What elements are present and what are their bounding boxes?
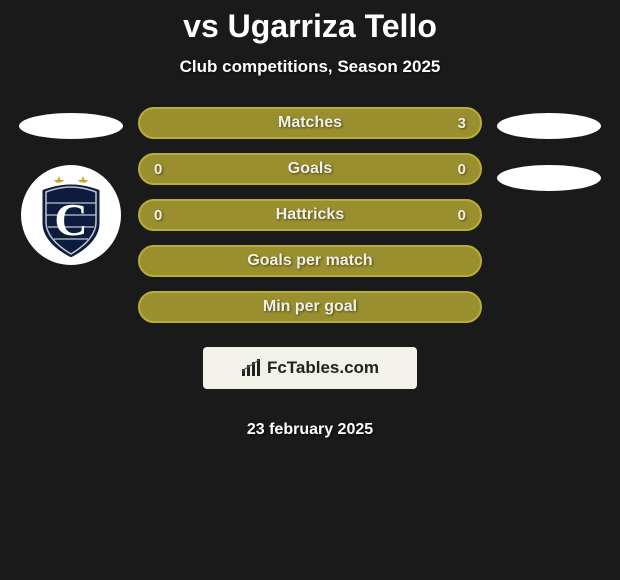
stat-left-value: 0 (154, 207, 162, 224)
player-photo-placeholder (19, 113, 123, 139)
stat-right-value: 0 (458, 161, 466, 178)
right-column (494, 107, 604, 191)
page-title: vs Ugarriza Tello (0, 8, 620, 45)
svg-text:C: C (54, 194, 87, 245)
main-row: C Matches 3 0 Goals 0 0 Hattricks 0 (0, 107, 620, 439)
bars-icon (241, 359, 263, 377)
stat-label: Goals (288, 160, 332, 178)
page-subtitle: Club competitions, Season 2025 (0, 57, 620, 77)
stat-row-goals: 0 Goals 0 (138, 153, 482, 185)
club-badge-placeholder (497, 165, 601, 191)
stat-label: Goals per match (247, 252, 372, 270)
club-badge-icon: C (21, 165, 121, 265)
stat-row-matches: Matches 3 (138, 107, 482, 139)
player-photo-placeholder (497, 113, 601, 139)
stat-row-min-per-goal: Min per goal (138, 291, 482, 323)
left-column: C (16, 107, 126, 265)
stat-right-value: 0 (458, 207, 466, 224)
stat-left-value: 0 (154, 161, 162, 178)
stat-right-value: 3 (458, 115, 466, 132)
stats-column: Matches 3 0 Goals 0 0 Hattricks 0 Goals … (138, 107, 482, 439)
stat-label: Matches (278, 114, 342, 132)
comparison-card: vs Ugarriza Tello Club competitions, Sea… (0, 0, 620, 439)
date-text: 23 february 2025 (138, 421, 482, 439)
brand-logo: FcTables.com (241, 358, 379, 378)
brand-logo-box[interactable]: FcTables.com (203, 347, 417, 389)
club-badge-left: C (21, 165, 121, 265)
stat-row-goals-per-match: Goals per match (138, 245, 482, 277)
stat-row-hattricks: 0 Hattricks 0 (138, 199, 482, 231)
brand-text: FcTables.com (267, 358, 379, 378)
stat-label: Hattricks (276, 206, 344, 224)
stat-label: Min per goal (263, 298, 357, 316)
